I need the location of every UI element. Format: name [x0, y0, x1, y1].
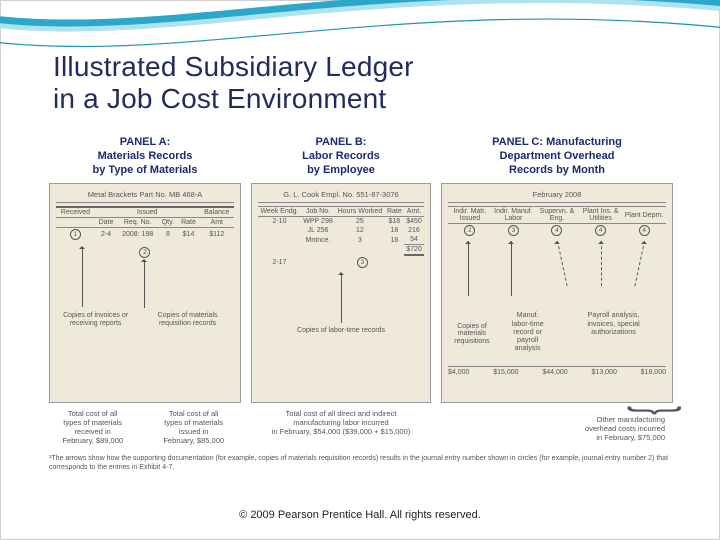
panel-c-header: PANEL C: Manufacturing Department Overhe…: [441, 136, 673, 177]
pA-copies-left: Copies of invoices or receiving reports: [56, 312, 135, 327]
figure: PANEL A: Materials Records by Type of Ma…: [49, 136, 673, 476]
panel-b: G. L. Cook Empl. No. 551-87-3076 Week En…: [251, 183, 431, 403]
panel-headers: PANEL A: Materials Records by Type of Ma…: [49, 136, 673, 177]
title-line-2: in a Job Cost Environment: [53, 83, 414, 115]
pC-totals: $4,000 $15,000 $44,000 $13,000 $18,000: [448, 366, 666, 376]
pB-table: Week Endg.Job No.Hours WorkedRateAmt. 2-…: [258, 206, 424, 269]
pB-subtitle: G. L. Cook Empl. No. 551-87-3076: [258, 190, 424, 203]
panel-a-header: PANEL A: Materials Records by Type of Ma…: [49, 136, 241, 177]
pB-foot: Total cost of all direct and indirect ma…: [251, 409, 431, 445]
footnote: ¹The arrows show how the supporting docu…: [49, 455, 673, 472]
slide-title: Illustrated Subsidiary Ledger in a Job C…: [53, 51, 414, 115]
pB-copies: Copies of labor-time records: [258, 327, 424, 335]
pC-subtitle: February 2008: [448, 190, 666, 203]
pC-cap-right: Payroll analysis, invoices, special auth…: [561, 311, 666, 352]
pC-foot: } Other manufacturing overhead costs inc…: [441, 409, 673, 445]
pB-total: $720: [404, 245, 424, 256]
pB-h2: Labor Records: [251, 150, 431, 164]
copyright: © 2009 Pearson Prentice Hall. All rights…: [1, 509, 719, 521]
title-line-1: Illustrated Subsidiary Ledger: [53, 51, 414, 83]
pC-h2: Department Overhead: [441, 150, 673, 164]
pA-table: ReceivedIssuedBalance DateReq. No.Qty.Ra…: [56, 206, 234, 241]
pC-table: Indir. Matr. Issued Indir. Manuf. Labor …: [448, 206, 666, 237]
panel-a: Metal Brackets Part No. MB 468-A Receive…: [49, 183, 241, 403]
pC-h3: Records by Month: [441, 164, 673, 178]
pA-h3: by Type of Materials: [49, 164, 241, 178]
panel-c: February 2008 Indir. Matr. Issued Indir.…: [441, 183, 673, 403]
pA-foot-left: Total cost of all types of materials rec…: [49, 409, 136, 445]
pB-h1: PANEL B:: [251, 136, 431, 150]
panels: Metal Brackets Part No. MB 468-A Receive…: [49, 183, 673, 403]
pB-h3: by Employee: [251, 164, 431, 178]
pC-h1: PANEL C: Manufacturing: [441, 136, 673, 150]
pA-subtitle: Metal Brackets Part No. MB 468-A: [56, 190, 234, 203]
pA-h2: Materials Records: [49, 150, 241, 164]
pC-copies: Copies of materials requisitions: [448, 323, 496, 346]
circle-1: 1: [70, 229, 81, 240]
footer-labels: Total cost of all types of materials rec…: [49, 409, 673, 445]
circle-3: 3: [357, 257, 368, 268]
panel-b-header: PANEL B: Labor Records by Employee: [251, 136, 431, 177]
pA-foot-right: Total cost of all types of materials iss…: [146, 409, 241, 445]
pA-h1: PANEL A:: [49, 136, 241, 150]
pC-cap-left: Manuf. labor-time record or payroll anal…: [498, 311, 557, 352]
pA-copies-right: Copies of materials requisition records: [141, 312, 234, 327]
